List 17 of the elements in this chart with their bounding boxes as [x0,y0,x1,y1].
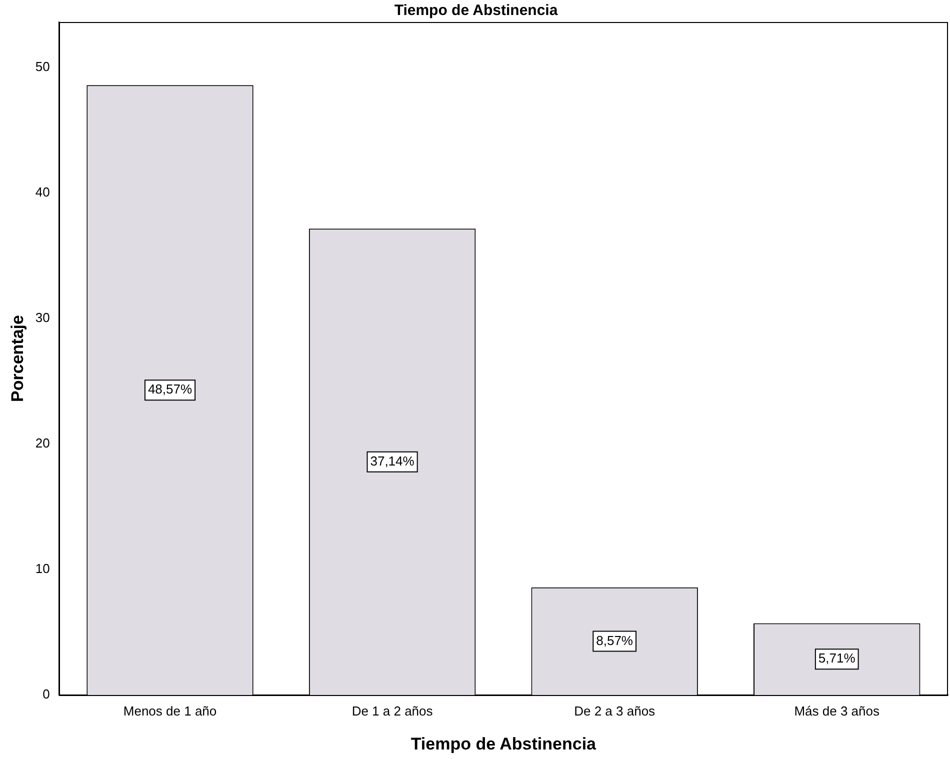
x-tick-label: Menos de 1 año [123,703,217,718]
x-axis-title: Tiempo de Abstinencia [410,734,597,754]
chart-title: Tiempo de Abstinencia [394,2,558,20]
data-label: 5,71% [818,650,856,666]
data-label: 48,57% [148,382,192,397]
y-tick-label: 20 [35,435,50,450]
x-tick-label: Más de 3 años [794,703,880,718]
y-tick-label: 50 [35,58,50,74]
y-tick-label: 10 [35,561,50,576]
x-tick-label: De 2 a 3 años [574,703,656,718]
y-tick-label: 0 [42,686,50,702]
data-label: 37,14% [370,453,415,468]
y-tick-label: 40 [35,184,50,200]
x-tick-label: De 1 a 2 años [352,703,434,718]
y-tick-label: 30 [35,310,50,325]
data-label: 8,57% [596,632,634,648]
y-axis-title: Porcentaje [8,315,27,402]
